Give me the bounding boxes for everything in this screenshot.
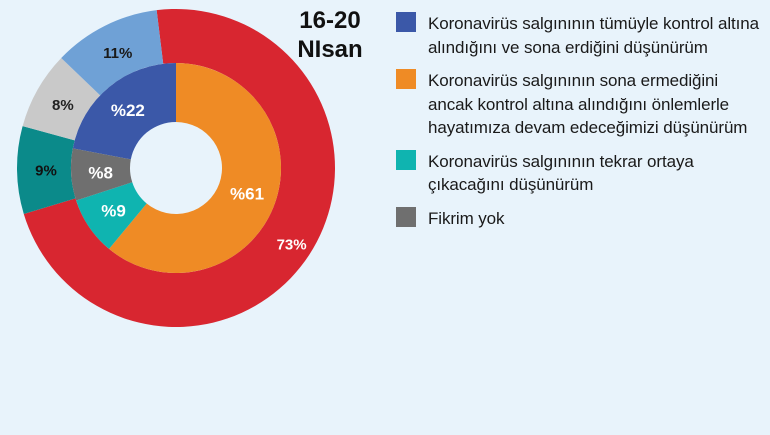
legend-item-3: Koronavirüs salgınının tekrar ortaya çık… xyxy=(396,149,764,197)
chart-title-line-2: NIsan xyxy=(297,36,363,63)
legend-swatch-3 xyxy=(396,149,416,170)
inner-slice-label-1: %22 xyxy=(111,101,145,120)
outer-slice-4 xyxy=(61,10,164,96)
outer-slice-label-2: 9% xyxy=(35,163,57,180)
chart-title: 16-20 NIsan xyxy=(282,6,378,64)
inner-slice-label-2: %61 xyxy=(230,185,264,204)
inner-slice-3 xyxy=(76,182,147,249)
inner-slice-2 xyxy=(109,63,282,273)
outer-slice-label-4: 11% xyxy=(103,45,132,62)
legend-swatch-2 xyxy=(396,69,416,89)
legend-label-3: Koronavirüs salgınının tekrar ortaya çık… xyxy=(428,151,694,195)
inner-slice-label-3: %9 xyxy=(101,201,126,220)
chart-title-line-1: 16-20 xyxy=(299,7,361,34)
outer-slice-3 xyxy=(22,57,101,141)
inner-ring xyxy=(71,63,282,273)
outer-ring xyxy=(16,9,336,327)
legend-item-4: Fikrim yok xyxy=(396,206,764,231)
legend-swatch-1 xyxy=(396,12,416,32)
inner-slice-1 xyxy=(72,63,176,160)
legend-label-1: Koronavirüs salgınının tümüyle kontrol a… xyxy=(428,14,759,57)
outer-slice-label-3: 8% xyxy=(52,97,74,114)
legend: Koronavirüs salgınının tümüyle kontrol a… xyxy=(396,12,764,240)
legend-item-2: Koronavirüs salgınının sona ermediğini a… xyxy=(396,69,764,140)
outer-slice-2 xyxy=(16,126,76,214)
legend-swatch-4 xyxy=(396,206,416,227)
legend-item-1: Koronavirüs salgınının tümüyle kontrol a… xyxy=(396,12,764,59)
inner-slice-label-4: %8 xyxy=(88,164,113,183)
donut-chart: 73% 9% 8% 11% %22 %61 %9 %8 xyxy=(16,9,336,327)
legend-label-4: Fikrim yok xyxy=(428,208,505,228)
outer-slice-label-1: 73% xyxy=(277,236,307,253)
outer-slice-1 xyxy=(23,9,336,327)
slice-labels: 73% 9% 8% 11% %22 %61 %9 %8 xyxy=(35,45,306,254)
legend-label-2: Koronavirüs salgınının sona ermediğini a… xyxy=(428,71,748,137)
inner-slice-4 xyxy=(71,148,133,201)
